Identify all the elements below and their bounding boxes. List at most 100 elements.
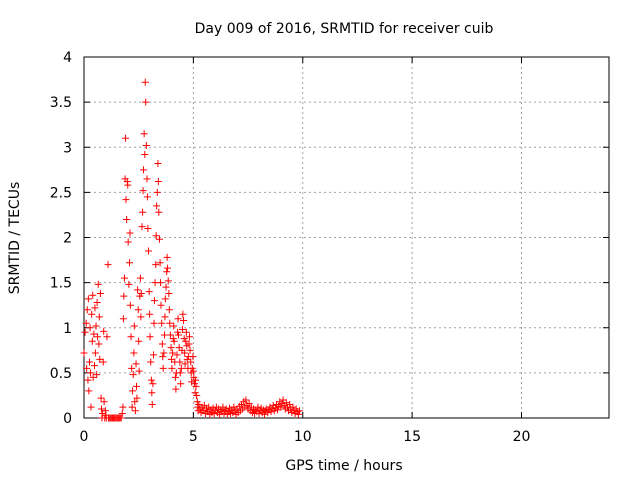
- data-point: [171, 373, 179, 381]
- data-point: [185, 340, 193, 348]
- y-tick-label: 2.5: [50, 185, 72, 201]
- data-point: [134, 286, 142, 294]
- data-point: [147, 358, 155, 366]
- data-point: [176, 358, 184, 366]
- data-point: [133, 394, 141, 402]
- data-point: [155, 208, 163, 216]
- data-point: [89, 291, 97, 299]
- data-point: [156, 259, 164, 267]
- data-point: [182, 328, 190, 336]
- data-point: [94, 333, 102, 341]
- data-point: [90, 330, 98, 338]
- data-point: [153, 188, 161, 196]
- data-point: [91, 304, 99, 312]
- data-point: [158, 319, 166, 327]
- data-point: [245, 400, 253, 408]
- data-point: [155, 235, 163, 243]
- data-point: [124, 238, 132, 246]
- data-point: [148, 400, 156, 408]
- data-point: [221, 407, 229, 415]
- data-point: [157, 279, 165, 287]
- data-point: [189, 353, 197, 361]
- data-point: [130, 322, 138, 330]
- data-point: [92, 322, 100, 330]
- data-point: [140, 166, 147, 174]
- data-point: [150, 297, 158, 305]
- x-tick-label: 10: [294, 429, 312, 445]
- data-point: [173, 351, 181, 359]
- data-point: [147, 376, 155, 384]
- data-point: [181, 360, 189, 368]
- data-point: [175, 331, 182, 339]
- y-tick-label: 4: [63, 50, 72, 66]
- data-point: [135, 367, 143, 375]
- data-point: [219, 403, 227, 411]
- y-tick-label: 3.5: [50, 95, 72, 111]
- data-point: [142, 141, 150, 149]
- data-point: [141, 150, 149, 158]
- data-point: [172, 385, 180, 393]
- data-point: [166, 331, 174, 339]
- data-point: [166, 319, 174, 327]
- data-point: [170, 337, 178, 345]
- chart-title: Day 009 of 2016, SRMTID for receiver cui…: [195, 21, 494, 37]
- data-point: [126, 301, 134, 309]
- data-point: [167, 344, 175, 352]
- data-point: [143, 175, 151, 183]
- data-point: [103, 333, 111, 341]
- data-point: [186, 346, 194, 354]
- data-point: [86, 324, 94, 332]
- data-point: [137, 313, 145, 321]
- data-point: [158, 340, 166, 348]
- data-point: [81, 328, 89, 336]
- data-point: [161, 313, 169, 321]
- data-point: [129, 371, 137, 379]
- data-point: [131, 398, 139, 406]
- data-point: [177, 380, 185, 388]
- data-point: [139, 187, 147, 195]
- data-point: [192, 382, 200, 390]
- x-tick-label: 0: [80, 429, 89, 445]
- data-points: [80, 78, 303, 422]
- data-point: [277, 403, 285, 411]
- data-point: [120, 274, 128, 282]
- data-point: [178, 326, 186, 334]
- data-point: [154, 178, 162, 186]
- data-point: [85, 387, 93, 395]
- data-point: [93, 371, 101, 379]
- data-point: [136, 274, 144, 282]
- data-point: [181, 349, 189, 357]
- data-point: [154, 159, 162, 167]
- data-point: [84, 295, 92, 303]
- data-point: [165, 306, 173, 314]
- data-point: [189, 367, 197, 375]
- data-point: [83, 306, 91, 314]
- data-point: [176, 369, 184, 377]
- data-point: [99, 358, 107, 366]
- data-point: [118, 409, 126, 417]
- data-point: [134, 306, 142, 314]
- data-point: [122, 196, 130, 204]
- x-axis-label: GPS time / hours: [285, 458, 402, 474]
- data-point: [164, 264, 172, 272]
- data-point: [150, 319, 158, 327]
- data-point: [133, 382, 140, 390]
- data-point: [193, 391, 201, 399]
- data-point: [146, 333, 154, 341]
- data-point: [84, 376, 92, 384]
- x-tick-label: 15: [403, 429, 421, 445]
- data-point: [85, 358, 93, 366]
- data-point: [260, 410, 268, 418]
- y-axis-label: SRMTID / TECUs: [7, 182, 23, 295]
- x-tick-label: 5: [189, 429, 198, 445]
- data-point: [168, 364, 176, 372]
- data-point: [95, 340, 103, 348]
- data-point: [289, 403, 297, 411]
- data-point: [180, 317, 188, 325]
- data-point: [129, 387, 137, 395]
- data-point: [131, 407, 139, 415]
- data-point: [141, 78, 149, 86]
- y-tick-label: 3: [63, 140, 72, 156]
